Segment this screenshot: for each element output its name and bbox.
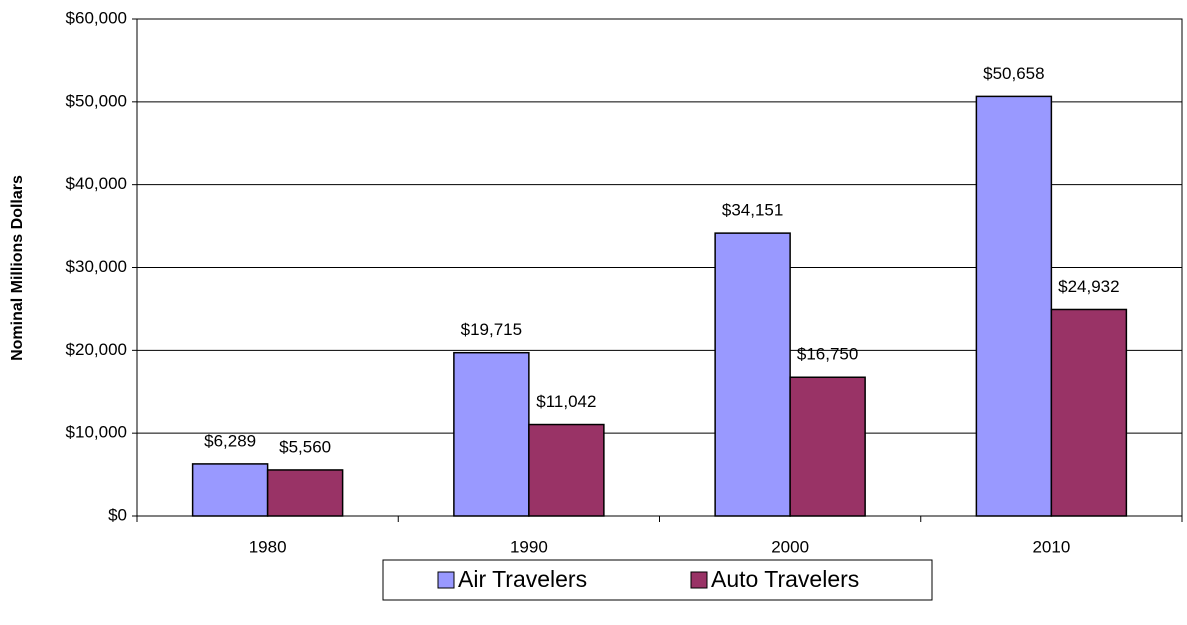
x-tick-label: 1990 [510, 537, 548, 556]
data-label: $6,289 [204, 431, 256, 450]
data-label: $24,932 [1058, 277, 1119, 296]
y-tick-label: $20,000 [66, 340, 127, 359]
bar [714, 232, 791, 517]
bar [975, 95, 1053, 517]
x-tick-label: 2000 [771, 537, 809, 556]
data-label: $11,042 [536, 392, 596, 411]
y-tick-label: $30,000 [66, 257, 127, 276]
data-label: $34,151 [722, 201, 783, 220]
bar [789, 376, 866, 517]
data-label: $5,560 [279, 437, 331, 456]
bar [453, 351, 530, 517]
data-label: $50,658 [983, 64, 1044, 83]
bar [191, 463, 269, 517]
legend-swatch [437, 571, 455, 589]
x-tick-label: 1980 [249, 537, 287, 556]
legend-label: Air Travelers [458, 566, 587, 592]
data-label: $16,750 [797, 345, 858, 364]
legend-label: Auto Travelers [711, 566, 859, 592]
legend-swatch [690, 571, 708, 589]
y-tick-label: $0 [108, 505, 127, 524]
legend-box [382, 559, 933, 601]
y-axis-title: Nominal Millions Dollars [9, 175, 26, 361]
bar [1050, 308, 1128, 517]
x-tick-label: 2010 [1032, 537, 1070, 556]
y-tick-label: $50,000 [66, 91, 127, 110]
y-tick-label: $40,000 [66, 174, 127, 193]
y-tick-label: $10,000 [66, 423, 127, 442]
bar [266, 469, 344, 517]
y-tick-label: $60,000 [66, 8, 127, 27]
data-label: $19,715 [461, 320, 522, 339]
bar [528, 423, 605, 517]
